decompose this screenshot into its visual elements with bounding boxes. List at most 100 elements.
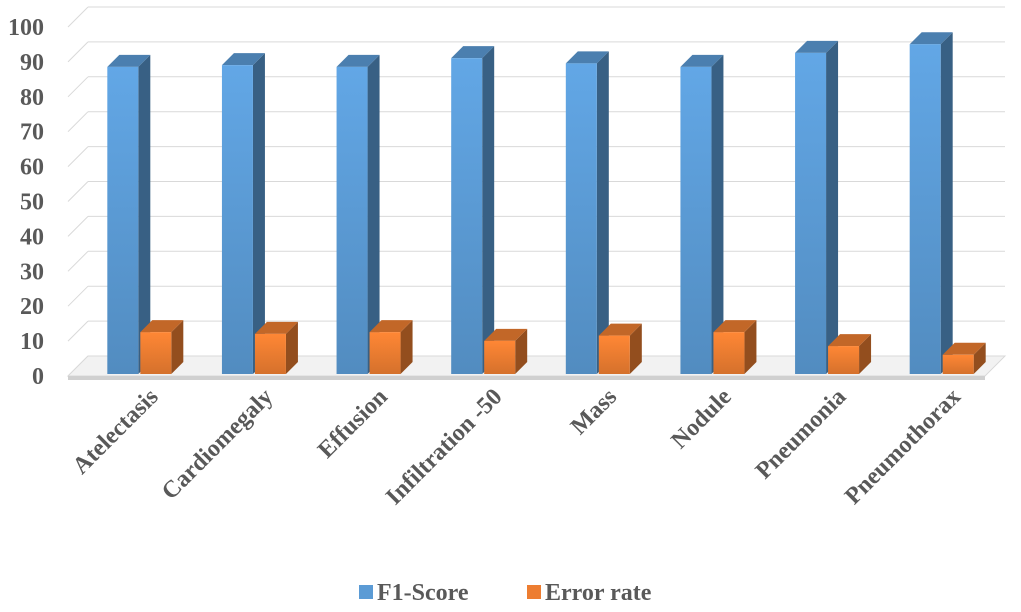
bar-top [565, 51, 609, 64]
bar-side [859, 334, 872, 374]
bar-front [221, 65, 253, 374]
bar-front [254, 333, 286, 374]
bar-front [909, 44, 941, 374]
gridline-depth [67, 76, 89, 98]
x-tick-label: Pneumothorax [840, 384, 966, 510]
bar-top [484, 328, 528, 341]
bar-top [680, 54, 724, 67]
bar-side [973, 342, 986, 374]
bar-top [909, 32, 953, 45]
bar-top [795, 40, 839, 53]
bar-front [140, 332, 172, 374]
gridline-depth [67, 250, 89, 272]
y-tick-label: 60 [20, 155, 44, 181]
bar-side [826, 40, 839, 375]
bar-f1-score [451, 46, 495, 374]
bar-top [828, 334, 872, 347]
bar-top [107, 54, 151, 67]
bar-front [828, 346, 860, 374]
chart-floor [66, 355, 1007, 380]
bar-top [369, 320, 413, 333]
bar-f1-score [221, 53, 265, 374]
legend-swatch [359, 585, 373, 599]
grid-layer [67, 6, 1005, 377]
bar-side [711, 54, 724, 374]
bar-side [596, 51, 609, 374]
y-tick-label: 80 [20, 85, 44, 111]
y-axis-ticks: 0 10 20 30 40 50 60 70 80 90 100 [8, 15, 44, 390]
legend-label: F1-Score [377, 580, 469, 606]
y-tick-label: 70 [20, 120, 44, 146]
x-tick-label: Cardiomegaly [157, 384, 278, 505]
bar-front [451, 58, 483, 374]
bar-front [795, 52, 827, 375]
legend: F1-Score Error rate [359, 580, 652, 606]
bar-side [285, 321, 298, 374]
gridline-depth [67, 6, 89, 28]
floor-edge [68, 376, 985, 380]
bar-error-rate [484, 328, 528, 374]
bar-front [565, 63, 597, 374]
bar-top [336, 54, 380, 67]
y-tick-label: 30 [20, 259, 44, 285]
bar-front [369, 332, 401, 374]
x-tick-label: Atelectasis [68, 384, 164, 480]
bar-front [336, 66, 368, 374]
bar-top [942, 342, 986, 355]
bar-front [107, 66, 139, 374]
bar-side [629, 323, 642, 374]
bar-side [482, 46, 495, 374]
y-tick-label: 100 [8, 15, 44, 41]
gridline-depth [67, 285, 89, 307]
gridline-depth [67, 146, 89, 167]
x-tick-label: Pneumonia [751, 384, 851, 484]
bar-error-rate [598, 323, 642, 374]
y-tick-label: 20 [20, 294, 44, 320]
bar-side [138, 54, 151, 374]
bars [107, 32, 986, 375]
gridline-depth [67, 111, 89, 133]
bar-f1-score [336, 54, 380, 374]
bar-top [221, 53, 265, 66]
y-tick-label: 50 [20, 190, 44, 216]
bar-error-rate [713, 320, 757, 374]
bar-f1-score [565, 51, 609, 374]
x-tick-label: Mass [566, 384, 622, 440]
bar-front [680, 66, 712, 374]
bar-top [713, 320, 757, 333]
y-tick-label: 40 [20, 224, 44, 250]
bar-error-rate [942, 342, 986, 374]
bar-top [598, 323, 642, 336]
legend-label: Error rate [545, 580, 652, 606]
bar-side [367, 54, 380, 374]
gridline-depth [67, 41, 89, 63]
bar-side [744, 320, 757, 374]
y-tick-label: 10 [20, 329, 44, 355]
x-tick-label: Nodule [666, 384, 736, 454]
bar-side [515, 328, 528, 374]
bar-f1-score [680, 54, 724, 374]
bar-front [598, 335, 630, 374]
legend-swatch [527, 585, 541, 599]
bar-front [713, 332, 745, 374]
gridline-depth [67, 320, 89, 342]
x-tick-label: Infiltration -50 [381, 384, 507, 510]
bar-f1-score [107, 54, 151, 374]
bar-error-rate [254, 321, 298, 374]
bar-error-rate [828, 334, 872, 374]
bar-front [484, 340, 516, 374]
bar-top [254, 321, 298, 334]
bar-side [940, 32, 953, 374]
gridline-depth [67, 181, 89, 202]
bar-f1-score [909, 32, 953, 374]
bar-front [942, 354, 974, 374]
bar-error-rate [369, 320, 413, 374]
bar-side [400, 320, 413, 374]
y-tick-label: 90 [20, 50, 44, 76]
bar-top [451, 46, 495, 59]
bar-error-rate [140, 320, 184, 374]
bar-f1-score [795, 40, 839, 375]
x-tick-label: Effusion [313, 384, 393, 464]
